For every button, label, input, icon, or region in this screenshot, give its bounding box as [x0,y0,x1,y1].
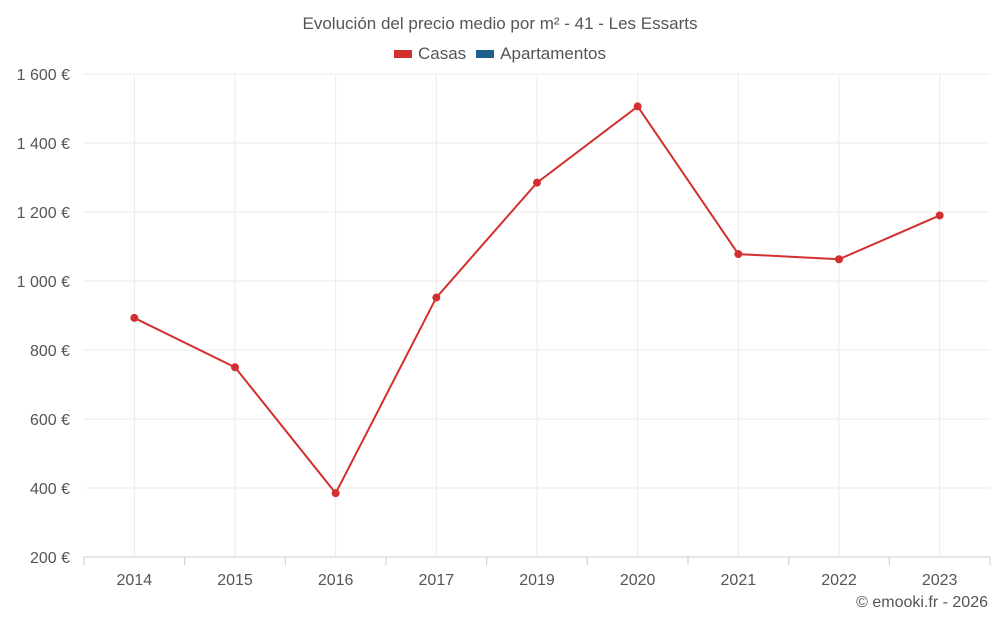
x-tick-label: 2014 [117,572,153,589]
legend-label-casas: Casas [417,44,467,63]
x-tick-label: 2020 [620,572,656,589]
chart-title: Evolución del precio medio por m² - 41 -… [302,14,698,33]
x-tick-label: 2017 [419,572,455,589]
x-tick-label: 2021 [721,572,757,589]
credit: © emooki.fr - 2026 [856,594,988,611]
x-tick-label: 2022 [821,572,857,589]
data-point [533,178,541,187]
x-tick-label: 2015 [217,572,253,589]
data-point [130,313,139,322]
y-tick-label: 200 € [30,550,70,567]
y-tick-label: 1 000 € [17,274,70,291]
legend-swatch-casas [393,50,412,58]
legend: Casas Apartamentos [0,44,1000,64]
data-point [633,102,642,111]
x-tick-label: 2023 [922,572,958,589]
data-point [734,250,743,259]
y-tick-label: 400 € [30,481,70,498]
y-tick-label: 1 400 € [17,136,70,153]
legend-swatch-apartamentos [476,50,495,58]
legend-item-apartamentos[interactable]: Apartamentos [476,44,606,64]
y-tick-label: 1 200 € [17,205,70,222]
x-tick-label: 2019 [519,572,555,589]
x-tick-label: 2016 [318,572,354,589]
data-point [331,489,340,498]
data-point [432,293,441,302]
y-tick-label: 600 € [30,412,70,429]
legend-item-casas[interactable]: Casas [393,44,467,64]
data-point [231,363,239,372]
y-tick-label: 1 600 € [17,67,70,84]
legend-label-apartamentos: Apartamentos [500,44,607,63]
y-tick-label: 800 € [30,343,70,360]
data-point [935,211,944,220]
data-point [835,255,843,264]
